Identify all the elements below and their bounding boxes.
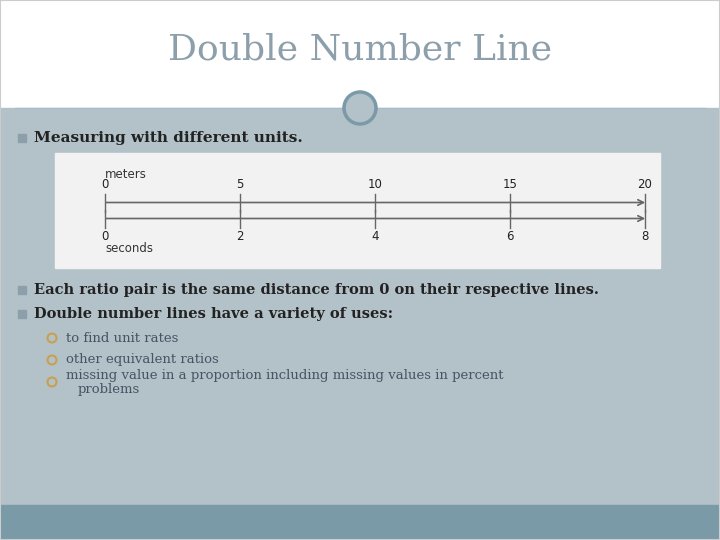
Text: meters: meters (105, 167, 147, 180)
Text: 2: 2 (236, 230, 244, 242)
Text: missing value in a proportion including missing values in percent: missing value in a proportion including … (66, 368, 503, 381)
Text: 0: 0 (102, 230, 109, 242)
Text: 8: 8 (642, 230, 649, 242)
Bar (0, 108, 720, 505)
Text: 0: 0 (102, 179, 109, 192)
Bar (18, 310, 26, 318)
Bar (18, 286, 26, 294)
Text: Double Number Line: Double Number Line (168, 32, 552, 66)
Text: other equivalent ratios: other equivalent ratios (66, 354, 219, 367)
Text: seconds: seconds (105, 241, 153, 254)
Text: Each ratio pair is the same distance from 0 on their respective lines.: Each ratio pair is the same distance fro… (34, 283, 599, 297)
Text: 4: 4 (372, 230, 379, 242)
Text: 20: 20 (638, 179, 652, 192)
Circle shape (345, 93, 375, 123)
Bar (18, 134, 26, 142)
Text: 5: 5 (236, 179, 243, 192)
Text: to find unit rates: to find unit rates (66, 332, 179, 345)
Text: 6: 6 (506, 230, 514, 242)
Bar (0, 505, 720, 540)
Text: Measuring with different units.: Measuring with different units. (34, 131, 302, 145)
Bar (0, 0, 720, 108)
Text: Double number lines have a variety of uses:: Double number lines have a variety of us… (34, 307, 393, 321)
Bar (55, 153, 660, 268)
Text: 15: 15 (503, 179, 518, 192)
Text: 10: 10 (368, 179, 382, 192)
Text: problems: problems (78, 383, 140, 396)
